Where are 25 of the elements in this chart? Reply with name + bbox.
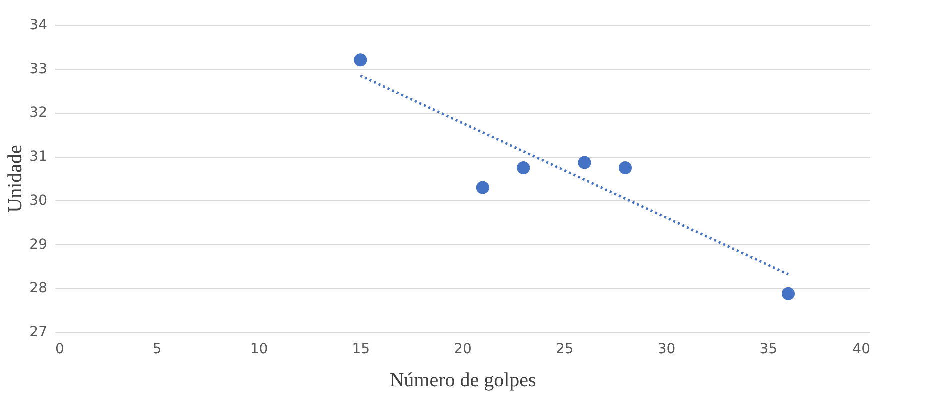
x-tick-label: 10 bbox=[250, 342, 268, 358]
x-tick-label: 30 bbox=[658, 342, 676, 358]
x-axis-title: Número de golpes bbox=[390, 370, 537, 392]
y-tick-label: 30 bbox=[30, 192, 48, 209]
x-tick-label: 20 bbox=[454, 342, 472, 358]
y-tick-label: 33 bbox=[30, 61, 48, 78]
y-tick-label: 29 bbox=[30, 236, 48, 253]
x-tick-label: 35 bbox=[760, 342, 778, 358]
x-tick-label: 25 bbox=[556, 342, 574, 358]
point bbox=[782, 287, 796, 300]
point bbox=[618, 161, 632, 174]
x-tick-label: 5 bbox=[152, 342, 162, 358]
y-tick-label: 31 bbox=[30, 149, 48, 166]
point bbox=[517, 161, 530, 174]
y-tick-label: 32 bbox=[30, 105, 48, 122]
x-tick-label: 15 bbox=[352, 342, 370, 358]
point bbox=[578, 156, 592, 170]
y-tick-label: 28 bbox=[30, 280, 48, 297]
y-tick-label: 34 bbox=[30, 18, 48, 34]
x-tick-label: 0 bbox=[56, 342, 64, 358]
x-tick-label: 40 bbox=[852, 342, 870, 358]
point bbox=[354, 54, 368, 67]
y-tick-label: 27 bbox=[30, 324, 48, 340]
point bbox=[476, 181, 490, 194]
y-axis-title: Unidade bbox=[4, 145, 27, 213]
